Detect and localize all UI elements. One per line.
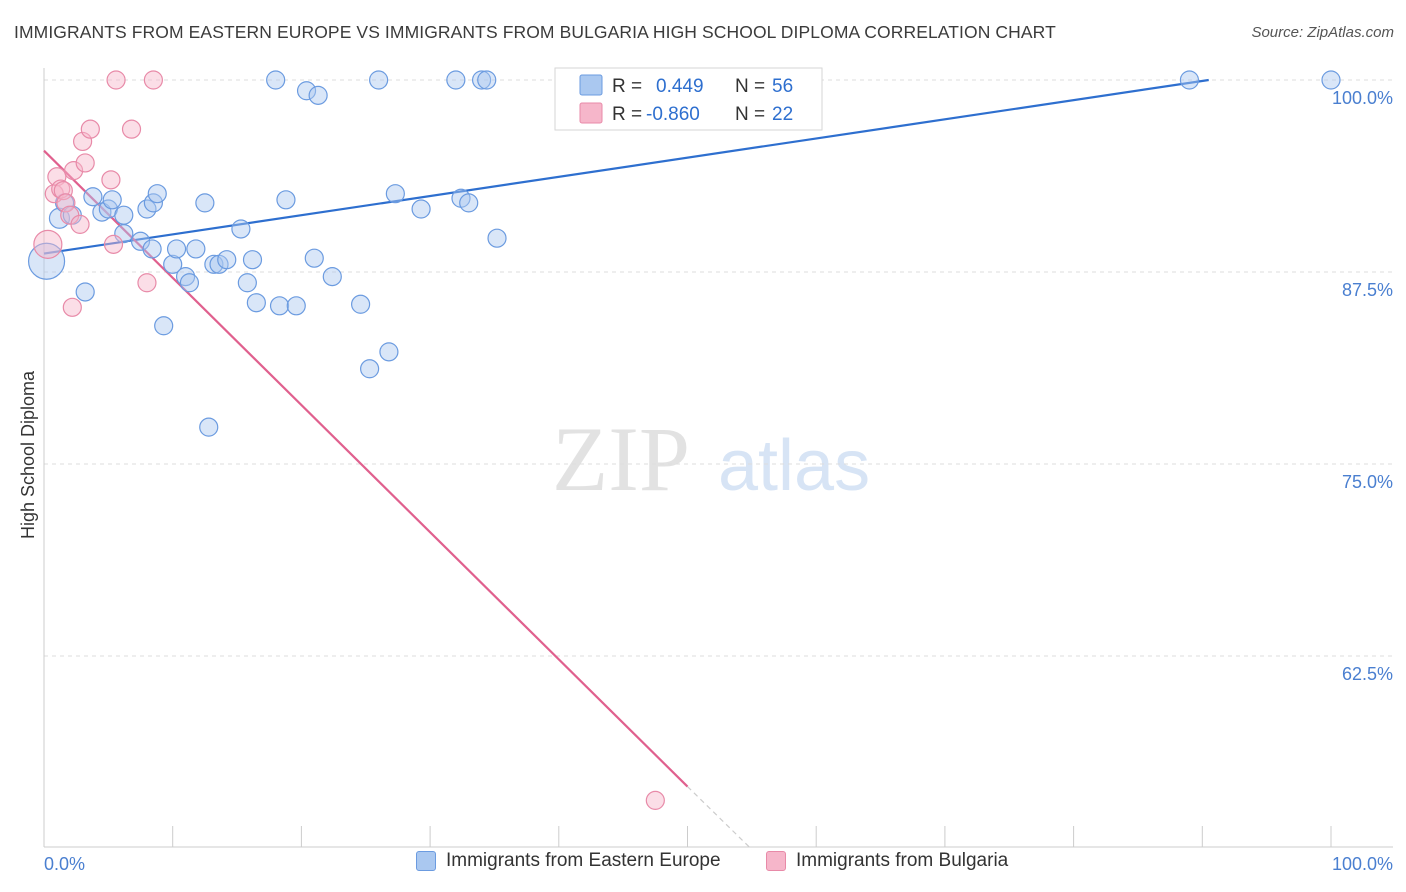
point-eastern-europe bbox=[166, 239, 187, 259]
point-eastern-europe bbox=[1321, 70, 1341, 90]
point-eastern-europe bbox=[83, 187, 103, 207]
point-eastern-europe bbox=[217, 250, 237, 270]
point-bulgaria bbox=[33, 229, 63, 259]
legend-n-value: 56 bbox=[772, 76, 793, 97]
point-bulgaria bbox=[143, 70, 163, 90]
axes bbox=[43, 68, 1393, 848]
point-eastern-europe bbox=[322, 267, 342, 287]
point-bulgaria bbox=[101, 170, 121, 190]
point-eastern-europe bbox=[102, 190, 122, 210]
point-eastern-europe bbox=[195, 193, 215, 213]
watermark-atlas: atlas bbox=[718, 426, 870, 506]
x-tick-label: 100.0% bbox=[1332, 854, 1393, 874]
point-eastern-europe bbox=[360, 359, 380, 379]
point-eastern-europe bbox=[487, 228, 507, 248]
point-eastern-europe bbox=[286, 296, 306, 316]
point-bulgaria bbox=[56, 193, 76, 213]
point-eastern-europe bbox=[446, 70, 466, 90]
point-eastern-europe bbox=[163, 254, 183, 274]
point-bulgaria bbox=[645, 790, 665, 810]
point-bulgaria bbox=[64, 161, 84, 181]
legend-swatch-blue bbox=[416, 851, 436, 871]
legend-swatch-pink bbox=[766, 851, 786, 871]
legend-swatch-blue bbox=[579, 74, 603, 96]
legend-r-label: R = bbox=[612, 104, 642, 125]
chart-title: IMMIGRANTS FROM EASTERN EUROPE VS IMMIGR… bbox=[14, 22, 1056, 42]
stats-legend: R = 0.449 N = 56 R = -0.860 N = 22 bbox=[554, 67, 823, 131]
point-eastern-europe bbox=[1179, 70, 1200, 90]
point-eastern-europe bbox=[204, 254, 224, 274]
point-eastern-europe bbox=[154, 316, 174, 336]
point-bulgaria bbox=[75, 153, 95, 173]
point-bulgaria bbox=[53, 180, 73, 201]
point-eastern-europe bbox=[351, 294, 371, 314]
trend-line bbox=[43, 78, 1209, 255]
trend-line bbox=[43, 149, 689, 788]
point-eastern-europe bbox=[237, 273, 257, 293]
point-eastern-europe bbox=[231, 219, 251, 239]
data-points bbox=[27, 70, 1341, 810]
y-axis-label: High School Diploma bbox=[18, 370, 38, 539]
point-eastern-europe bbox=[246, 293, 266, 313]
point-eastern-europe bbox=[477, 70, 497, 90]
y-tick-label: 62.5% bbox=[1342, 664, 1393, 684]
point-bulgaria bbox=[80, 119, 100, 139]
y-tick-label: 100.0% bbox=[1332, 88, 1393, 108]
point-bulgaria bbox=[121, 119, 142, 139]
point-eastern-europe bbox=[411, 199, 431, 219]
legend-r-label: R = bbox=[612, 76, 642, 97]
trend-lines bbox=[43, 78, 1209, 850]
point-eastern-europe bbox=[114, 205, 134, 225]
point-eastern-europe bbox=[27, 242, 66, 280]
point-eastern-europe bbox=[308, 85, 328, 105]
point-eastern-europe bbox=[296, 81, 317, 101]
point-eastern-europe bbox=[179, 273, 200, 293]
point-eastern-europe bbox=[186, 239, 206, 259]
point-eastern-europe bbox=[471, 70, 492, 90]
legend-n-value: 22 bbox=[772, 104, 793, 125]
zipatlas-watermark: ZIP atlas bbox=[552, 408, 870, 510]
y-tick-label: 75.0% bbox=[1342, 472, 1393, 492]
point-bulgaria bbox=[137, 273, 157, 293]
series-legend: Immigrants from Eastern Europe Immigrant… bbox=[0, 850, 1406, 880]
watermark-zip: ZIP bbox=[552, 408, 690, 510]
chart-source: Source: ZipAtlas.com bbox=[1251, 24, 1394, 41]
legend-swatch-pink bbox=[579, 102, 603, 124]
point-bulgaria bbox=[103, 234, 124, 254]
point-eastern-europe bbox=[147, 184, 167, 204]
point-eastern-europe bbox=[276, 190, 296, 210]
point-eastern-europe bbox=[379, 342, 399, 362]
grid-lines bbox=[44, 79, 1393, 657]
point-eastern-europe bbox=[266, 70, 286, 90]
legend-label: Immigrants from Eastern Europe bbox=[446, 850, 721, 871]
y-tick-label: 87.5% bbox=[1342, 280, 1393, 300]
legend-n-label: N = bbox=[735, 76, 765, 97]
point-eastern-europe bbox=[199, 417, 219, 437]
point-eastern-europe bbox=[242, 250, 263, 270]
axis-labels: 100.0% 87.5% 75.0% 62.5% 0.0% 100.0% High Scho… bbox=[18, 88, 1393, 874]
point-bulgaria bbox=[70, 214, 90, 234]
legend-r-value: -0.860 bbox=[646, 104, 700, 125]
legend-label: Immigrants from Bulgaria bbox=[796, 850, 1009, 871]
point-eastern-europe bbox=[75, 282, 95, 302]
point-eastern-europe bbox=[269, 296, 290, 316]
legend-r-value: 0.449 bbox=[656, 76, 704, 97]
point-bulgaria bbox=[106, 70, 126, 90]
point-eastern-europe bbox=[304, 248, 324, 268]
legend-item-eastern-europe: Immigrants from Eastern Europe bbox=[416, 850, 721, 872]
point-eastern-europe bbox=[459, 193, 479, 213]
legend-n-label: N = bbox=[735, 104, 765, 125]
point-eastern-europe bbox=[48, 207, 71, 229]
point-eastern-europe bbox=[142, 239, 162, 259]
x-tick-label: 0.0% bbox=[44, 854, 85, 874]
point-eastern-europe bbox=[130, 231, 151, 251]
trend-line-extension bbox=[687, 786, 753, 850]
point-eastern-europe bbox=[369, 70, 389, 90]
legend-item-bulgaria: Immigrants from Bulgaria bbox=[766, 850, 1008, 872]
point-eastern-europe bbox=[385, 184, 405, 204]
point-bulgaria bbox=[62, 297, 82, 317]
